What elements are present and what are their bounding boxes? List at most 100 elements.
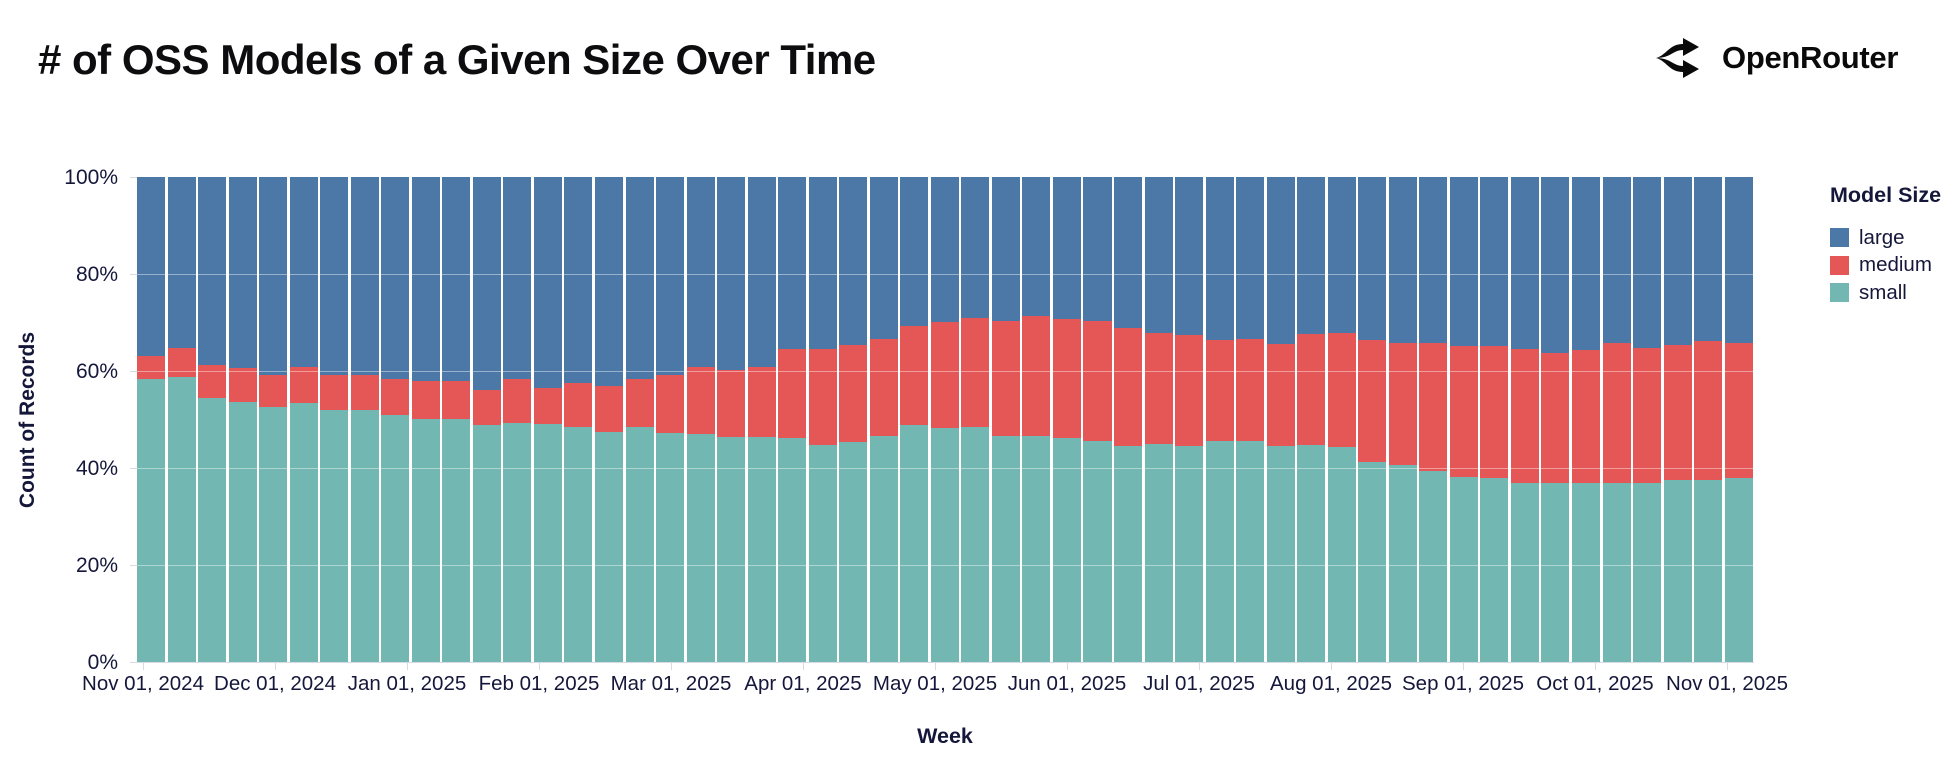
- bar-segment-medium[interactable]: [1175, 335, 1204, 447]
- bar-segment-small[interactable]: [1266, 446, 1295, 662]
- bar-segment-medium[interactable]: [1144, 332, 1173, 445]
- bar-segment-medium[interactable]: [1510, 349, 1539, 483]
- bar-segment-large[interactable]: [625, 177, 654, 380]
- bar-segment-medium[interactable]: [930, 322, 959, 428]
- bar-week[interactable]: [1633, 177, 1662, 662]
- bar-segment-medium[interactable]: [1571, 349, 1600, 483]
- bar-week[interactable]: [1083, 177, 1112, 662]
- bar-week[interactable]: [1327, 177, 1356, 662]
- bar-segment-large[interactable]: [1633, 177, 1662, 349]
- bar-segment-small[interactable]: [1083, 440, 1112, 662]
- bar-segment-small[interactable]: [320, 409, 349, 662]
- bar-week[interactable]: [259, 177, 288, 662]
- bar-segment-medium[interactable]: [778, 349, 807, 439]
- bar-segment-small[interactable]: [1571, 482, 1600, 662]
- bar-segment-small[interactable]: [1633, 482, 1662, 662]
- bar-segment-large[interactable]: [350, 177, 379, 375]
- bar-segment-medium[interactable]: [1297, 334, 1326, 446]
- bar-week[interactable]: [1724, 177, 1753, 662]
- bar-segment-large[interactable]: [503, 177, 532, 380]
- bar-segment-large[interactable]: [1724, 177, 1753, 343]
- bar-segment-small[interactable]: [198, 398, 227, 662]
- bar-segment-large[interactable]: [808, 177, 837, 349]
- bar-segment-large[interactable]: [564, 177, 593, 383]
- bar-week[interactable]: [442, 177, 471, 662]
- bar-segment-small[interactable]: [961, 426, 990, 662]
- bar-segment-medium[interactable]: [747, 367, 776, 438]
- bar-segment-medium[interactable]: [991, 321, 1020, 436]
- bar-segment-small[interactable]: [411, 419, 440, 662]
- bar-segment-small[interactable]: [686, 434, 715, 662]
- bar-segment-medium[interactable]: [1205, 339, 1234, 441]
- bar-week[interactable]: [1297, 177, 1326, 662]
- bar-segment-large[interactable]: [1358, 177, 1387, 341]
- bar-segment-large[interactable]: [472, 177, 501, 390]
- bar-segment-small[interactable]: [1480, 478, 1509, 662]
- bar-week[interactable]: [1266, 177, 1295, 662]
- bar-segment-large[interactable]: [411, 177, 440, 382]
- bar-segment-large[interactable]: [289, 177, 318, 367]
- bar-segment-small[interactable]: [930, 427, 959, 662]
- bar-segment-medium[interactable]: [1236, 338, 1265, 442]
- bar-segment-small[interactable]: [228, 401, 257, 662]
- bar-segment-small[interactable]: [472, 424, 501, 662]
- bar-segment-medium[interactable]: [411, 381, 440, 420]
- bar-week[interactable]: [930, 177, 959, 662]
- bar-segment-medium[interactable]: [442, 381, 471, 419]
- bar-segment-small[interactable]: [289, 403, 318, 662]
- bar-segment-medium[interactable]: [625, 379, 654, 427]
- bar-segment-large[interactable]: [320, 177, 349, 375]
- bar-week[interactable]: [472, 177, 501, 662]
- bar-segment-medium[interactable]: [1694, 340, 1723, 480]
- bar-segment-large[interactable]: [1266, 177, 1295, 344]
- bar-segment-small[interactable]: [778, 438, 807, 662]
- bar-segment-small[interactable]: [1144, 444, 1173, 662]
- bar-segment-medium[interactable]: [1602, 343, 1631, 483]
- bar-segment-small[interactable]: [991, 435, 1020, 662]
- bar-segment-small[interactable]: [900, 424, 929, 662]
- bar-week[interactable]: [1541, 177, 1570, 662]
- bar-segment-medium[interactable]: [1022, 316, 1051, 436]
- bar-segment-small[interactable]: [1694, 479, 1723, 662]
- bar-segment-medium[interactable]: [808, 348, 837, 446]
- bar-segment-small[interactable]: [564, 427, 593, 662]
- bar-segment-small[interactable]: [1052, 438, 1081, 662]
- bar-segment-medium[interactable]: [1327, 333, 1356, 448]
- bar-week[interactable]: [198, 177, 227, 662]
- bar-segment-large[interactable]: [1327, 177, 1356, 334]
- bar-segment-medium[interactable]: [686, 367, 715, 435]
- bar-week[interactable]: [411, 177, 440, 662]
- bar-week[interactable]: [350, 177, 379, 662]
- bar-segment-small[interactable]: [1114, 446, 1143, 662]
- bar-segment-medium[interactable]: [1663, 344, 1692, 481]
- bar-segment-medium[interactable]: [1633, 348, 1662, 483]
- bar-week[interactable]: [1663, 177, 1692, 662]
- bar-segment-medium[interactable]: [259, 374, 288, 407]
- bar-segment-medium[interactable]: [381, 379, 410, 416]
- bar-segment-large[interactable]: [656, 177, 685, 375]
- bar-segment-small[interactable]: [1358, 461, 1387, 662]
- bar-segment-small[interactable]: [1205, 440, 1234, 662]
- bar-segment-large[interactable]: [1510, 177, 1539, 350]
- bar-segment-small[interactable]: [717, 437, 746, 662]
- bar-segment-large[interactable]: [869, 177, 898, 339]
- bar-segment-small[interactable]: [747, 437, 776, 662]
- bar-week[interactable]: [686, 177, 715, 662]
- bar-segment-medium[interactable]: [1480, 345, 1509, 479]
- bar-segment-large[interactable]: [1388, 177, 1417, 344]
- bar-segment-large[interactable]: [1480, 177, 1509, 346]
- bar-segment-medium[interactable]: [1541, 352, 1570, 484]
- bar-week[interactable]: [869, 177, 898, 662]
- bar-week[interactable]: [1175, 177, 1204, 662]
- bar-week[interactable]: [1205, 177, 1234, 662]
- bar-segment-small[interactable]: [1602, 482, 1631, 662]
- bar-week[interactable]: [228, 177, 257, 662]
- bar-segment-large[interactable]: [1144, 177, 1173, 333]
- bar-segment-large[interactable]: [1175, 177, 1204, 336]
- bar-segment-small[interactable]: [1022, 435, 1051, 662]
- bar-segment-medium[interactable]: [656, 374, 685, 433]
- bar-segment-large[interactable]: [991, 177, 1020, 322]
- bar-week[interactable]: [289, 177, 318, 662]
- bar-segment-large[interactable]: [1236, 177, 1265, 339]
- bar-week[interactable]: [533, 177, 562, 662]
